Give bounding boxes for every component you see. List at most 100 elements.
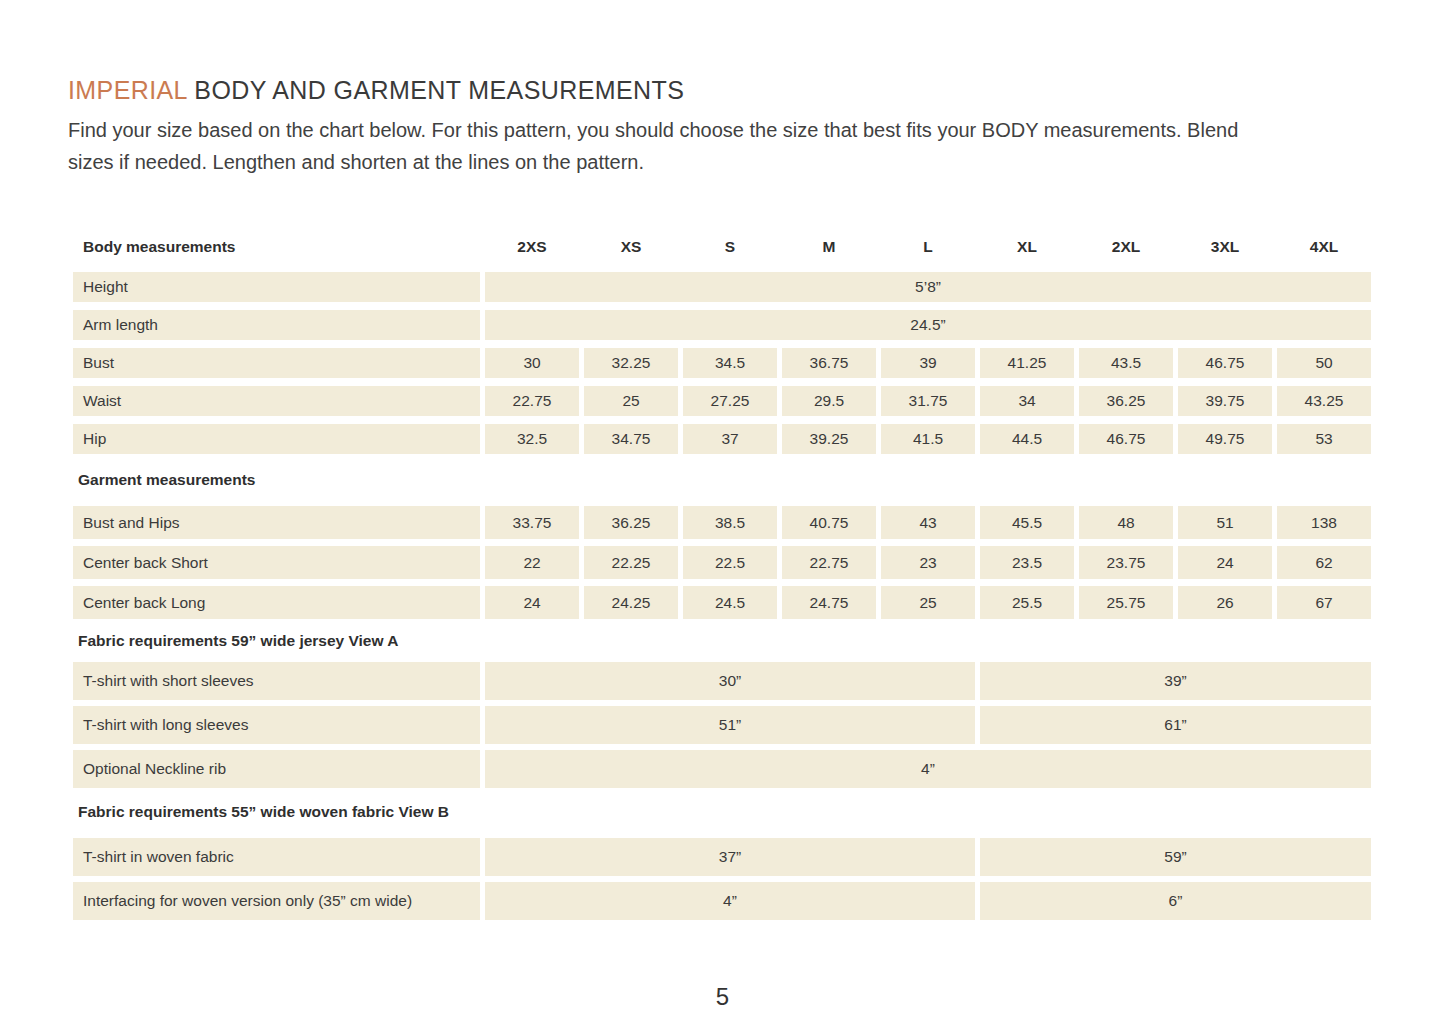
measurement-cell: 37: [683, 424, 777, 454]
document-page: IMPERIAL BODY AND GARMENT MEASUREMENTS F…: [0, 0, 1445, 1018]
fabric-cell: 4”: [485, 750, 1371, 788]
row-label: Optional Neckline rib: [73, 750, 480, 788]
measurement-cell: 32.5: [485, 424, 579, 454]
size-header-s: S: [683, 232, 777, 262]
fabric-cell-left: 4”: [485, 882, 975, 920]
table-row-interfacing: Interfacing for woven version only (35” …: [73, 882, 1371, 920]
table-row-optional-neckline-rib: Optional Neckline rib 4”: [73, 750, 1371, 788]
size-header-3xl: 3XL: [1178, 232, 1272, 262]
table-row-tshirt-woven-fabric: T-shirt in woven fabric 37” 59”: [73, 838, 1371, 876]
measurement-cell: 51: [1178, 506, 1272, 539]
measurement-cell: 25.75: [1079, 586, 1173, 619]
measurement-cell: 27.25: [683, 386, 777, 416]
title-rest: BODY AND GARMENT MEASUREMENTS: [187, 76, 684, 104]
measurement-cell: 138: [1277, 506, 1371, 539]
measurement-cell: 43.5: [1079, 348, 1173, 378]
row-label: Waist: [73, 386, 480, 416]
measurement-cell: 41.5: [881, 424, 975, 454]
measurement-cell: 36.25: [1079, 386, 1173, 416]
measurement-cell: 62: [1277, 546, 1371, 579]
measurement-cell: 41.25: [980, 348, 1074, 378]
measurement-cell: 34.5: [683, 348, 777, 378]
measurement-cell: 33.75: [485, 506, 579, 539]
table-row-waist: Waist 22.75 25 27.25 29.5 31.75 34 36.25…: [73, 386, 1371, 416]
row-label: Hip: [73, 424, 480, 454]
measurement-cell: 22.25: [584, 546, 678, 579]
row-label: Center back Long: [73, 586, 480, 619]
section-label: Fabric requirements 55” wide woven fabri…: [73, 803, 449, 821]
measurement-cell: 23.75: [1079, 546, 1173, 579]
measurement-cell: 53: [1277, 424, 1371, 454]
measurement-cell: 46.75: [1178, 348, 1272, 378]
measurement-cell: 22.75: [485, 386, 579, 416]
measurement-cell: 23.5: [980, 546, 1074, 579]
measurement-cell: 34.75: [584, 424, 678, 454]
measurement-cell: 49.75: [1178, 424, 1272, 454]
size-header-2xl: 2XL: [1079, 232, 1173, 262]
size-header-2xs: 2XS: [485, 232, 579, 262]
measurement-cell: 24.5: [683, 586, 777, 619]
fabric-cell-left: 30”: [485, 662, 975, 700]
header-label: Body measurements: [73, 232, 480, 262]
row-label: Bust: [73, 348, 480, 378]
measurement-cell: 67: [1277, 586, 1371, 619]
fabric-cell-right: 61”: [980, 706, 1371, 744]
page-title: IMPERIAL BODY AND GARMENT MEASUREMENTS: [68, 76, 1378, 105]
section-fabric-requirements-a: Fabric requirements 59” wide jersey View…: [73, 626, 1371, 656]
fabric-cell-right: 6”: [980, 882, 1371, 920]
size-header-xs: XS: [584, 232, 678, 262]
row-label: T-shirt in woven fabric: [73, 838, 480, 876]
measurement-cell: 39.75: [1178, 386, 1272, 416]
page-content: IMPERIAL BODY AND GARMENT MEASUREMENTS F…: [68, 76, 1378, 926]
section-label: Fabric requirements 59” wide jersey View…: [73, 632, 398, 650]
table-row-hip: Hip 32.5 34.75 37 39.25 41.5 44.5 46.75 …: [73, 424, 1371, 454]
table-row-bust-and-hips: Bust and Hips 33.75 36.25 38.5 40.75 43 …: [73, 506, 1371, 539]
table-row-bust: Bust 30 32.25 34.5 36.75 39 41.25 43.5 4…: [73, 348, 1371, 378]
title-highlight: IMPERIAL: [68, 76, 187, 104]
table-row-tshirt-short-sleeves: T-shirt with short sleeves 30” 39”: [73, 662, 1371, 700]
measurement-cell: 23: [881, 546, 975, 579]
measurement-cell: 30: [485, 348, 579, 378]
measurement-cell: 22.5: [683, 546, 777, 579]
measurement-cell: 40.75: [782, 506, 876, 539]
fabric-cell-right: 59”: [980, 838, 1371, 876]
intro-paragraph: Find your size based on the chart below.…: [68, 114, 1253, 178]
fabric-cell-left: 37”: [485, 838, 975, 876]
table-row-height: Height 5’8”: [73, 272, 1371, 302]
measurement-cell: 22.75: [782, 546, 876, 579]
measurement-cell: 24.75: [782, 586, 876, 619]
measurement-cell: 34: [980, 386, 1074, 416]
measurement-cell: 24: [1178, 546, 1272, 579]
row-label: Arm length: [73, 310, 480, 340]
measurement-cell: 43: [881, 506, 975, 539]
measurement-cell: 25: [881, 586, 975, 619]
measurement-cell: 38.5: [683, 506, 777, 539]
measurement-cell: 50: [1277, 348, 1371, 378]
table-row-tshirt-long-sleeves: T-shirt with long sleeves 51” 61”: [73, 706, 1371, 744]
table-row-center-back-short: Center back Short 22 22.25 22.5 22.75 23…: [73, 546, 1371, 579]
measurement-cell: 46.75: [1079, 424, 1173, 454]
measurement-cell: 31.75: [881, 386, 975, 416]
row-label: T-shirt with short sleeves: [73, 662, 480, 700]
measurement-cell: 22: [485, 546, 579, 579]
measurement-cell: 48: [1079, 506, 1173, 539]
fabric-cell-left: 51”: [485, 706, 975, 744]
row-label: Center back Short: [73, 546, 480, 579]
fabric-cell-right: 39”: [980, 662, 1371, 700]
measurement-cell: 5’8”: [485, 272, 1371, 302]
size-header-xl: XL: [980, 232, 1074, 262]
measurements-table: Body measurements 2XS XS S M L XL 2XL 3X…: [73, 232, 1371, 920]
size-header-l: L: [881, 232, 975, 262]
size-header-m: M: [782, 232, 876, 262]
measurement-cell: 24.25: [584, 586, 678, 619]
row-label: Bust and Hips: [73, 506, 480, 539]
measurement-cell: 26: [1178, 586, 1272, 619]
size-header-4xl: 4XL: [1277, 232, 1371, 262]
row-label: Interfacing for woven version only (35” …: [73, 882, 480, 920]
measurement-cell: 39: [881, 348, 975, 378]
measurement-cell: 39.25: [782, 424, 876, 454]
measurement-cell: 32.25: [584, 348, 678, 378]
table-header-row: Body measurements 2XS XS S M L XL 2XL 3X…: [73, 232, 1371, 262]
section-fabric-requirements-b: Fabric requirements 55” wide woven fabri…: [73, 794, 1371, 830]
measurement-cell: 44.5: [980, 424, 1074, 454]
